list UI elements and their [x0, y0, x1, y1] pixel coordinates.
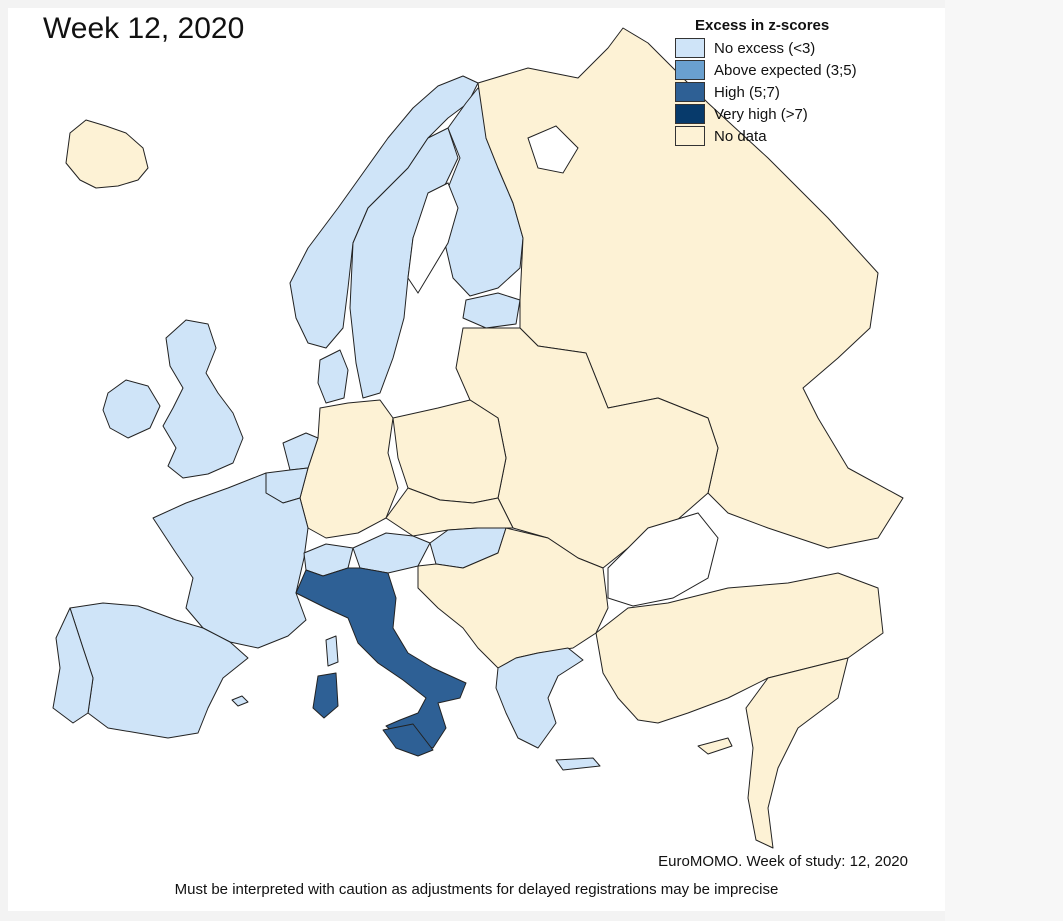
region-portugal: [52, 607, 94, 724]
legend-item: Very high (>7): [675, 103, 857, 125]
region-greece: [495, 647, 584, 749]
caveat-note: Must be interpreted with caution as adju…: [174, 881, 779, 898]
legend-swatch: [675, 60, 705, 80]
region-iceland: [65, 119, 149, 189]
legend-label: Above expected (3;5): [714, 61, 857, 79]
region-uk: [162, 319, 244, 479]
europe-map: [52, 27, 904, 849]
region-norway: [289, 75, 479, 349]
region-denmark: [317, 349, 349, 404]
water-black-sea: [607, 512, 719, 607]
region-estonia: [462, 292, 521, 329]
legend-label: No data: [714, 127, 767, 145]
side-pane: [945, 0, 1063, 921]
legend: Excess in z-scores No excess (<3) Above …: [675, 17, 857, 147]
legend-swatch: [675, 126, 705, 146]
region-netherlands: [282, 432, 319, 471]
legend-label: Very high (>7): [714, 105, 808, 123]
region-central: [385, 487, 514, 537]
region-middle-east: [745, 657, 849, 849]
region-italy: [295, 567, 467, 749]
water-white-sea: [527, 125, 579, 174]
legend-label: No excess (<3): [714, 39, 816, 57]
region-germany: [299, 399, 399, 539]
region-corsica: [325, 635, 339, 667]
legend-item: High (5;7): [675, 81, 857, 103]
legend-item: No data: [675, 125, 857, 147]
water-gulf-bothnia: [407, 182, 459, 294]
legend-swatch: [675, 38, 705, 58]
region-malta: [231, 695, 249, 707]
legend-label: High (5;7): [714, 83, 780, 101]
region-poland: [392, 399, 507, 504]
region-cyprus: [697, 737, 733, 755]
legend-title: Excess in z-scores: [695, 17, 830, 34]
region-sardinia: [312, 672, 339, 719]
region-sicily: [382, 723, 434, 757]
region-crete: [555, 757, 601, 771]
source-note: EuroMOMO. Week of study: 12, 2020: [658, 853, 908, 870]
legend-swatch: [675, 104, 705, 124]
legend-item: No excess (<3): [675, 37, 857, 59]
map-panel: Week 12, 2020 Excess in z-scores No exce…: [8, 8, 945, 911]
region-ireland: [102, 379, 161, 439]
legend-swatch: [675, 82, 705, 102]
legend-item: Above expected (3;5): [675, 59, 857, 81]
map-title: Week 12, 2020: [43, 12, 245, 45]
